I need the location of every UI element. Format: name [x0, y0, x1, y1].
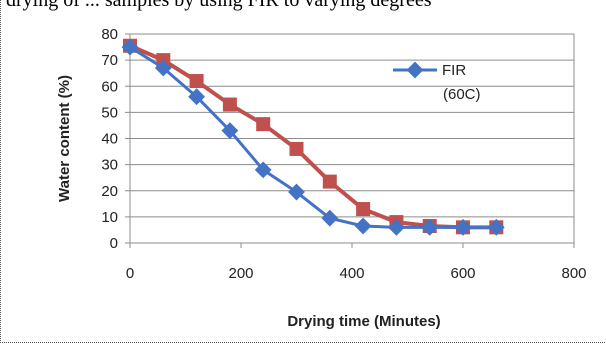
- data-point-1: [322, 174, 337, 189]
- data-point-1: [189, 74, 204, 89]
- x-tick-label: 200: [228, 265, 253, 282]
- data-point-0: [454, 218, 472, 236]
- data-point-0: [221, 122, 239, 140]
- legend-label: (60C): [443, 86, 481, 103]
- y-tick-label: 80: [101, 26, 118, 43]
- y-axis-title: Water content (%): [56, 75, 73, 202]
- data-point-0: [487, 218, 505, 236]
- data-point-1: [256, 117, 271, 132]
- data-point-0: [121, 38, 139, 56]
- data-point-0: [154, 59, 172, 77]
- y-tick-label: 0: [110, 235, 118, 252]
- data-point-0: [254, 161, 272, 179]
- top-caption-text: drying of ... samples by using FIR to va…: [6, 0, 432, 11]
- data-point-0: [354, 217, 372, 235]
- data-point-0: [288, 183, 305, 201]
- y-tick-label: 50: [101, 104, 118, 121]
- y-tick-label: 40: [101, 131, 118, 148]
- x-tick-label: 400: [339, 265, 364, 282]
- y-tick-label: 10: [101, 209, 118, 226]
- data-point-1: [222, 97, 237, 112]
- data-point-0: [188, 88, 205, 106]
- data-point-0: [321, 209, 339, 227]
- x-axis-title: Drying time (Minutes): [287, 313, 440, 330]
- data-point-1: [289, 141, 304, 156]
- x-tick-label: 600: [450, 265, 475, 282]
- data-point-1: [356, 202, 371, 217]
- y-tick-label: 70: [101, 52, 118, 69]
- y-tick-label: 60: [101, 78, 118, 95]
- data-point-0: [421, 218, 439, 236]
- legend-label: FIR: [442, 62, 466, 79]
- legend-marker: [406, 61, 424, 79]
- y-tick-label: 30: [101, 157, 118, 174]
- x-tick-label: 800: [561, 265, 586, 282]
- x-tick-label: 0: [126, 265, 134, 282]
- y-tick-label: 20: [101, 183, 118, 200]
- data-point-0: [388, 218, 405, 236]
